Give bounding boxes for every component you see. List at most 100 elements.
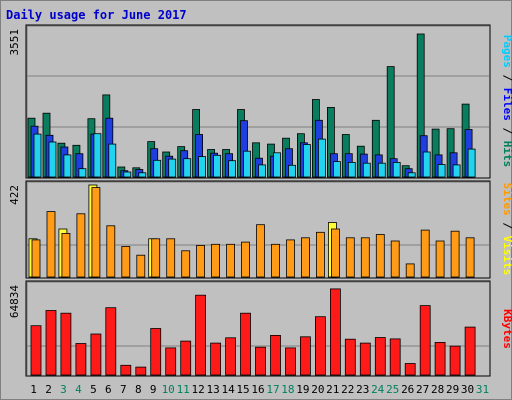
bar-kbytes-day-20 xyxy=(314,316,326,376)
bar-pages-day-18 xyxy=(288,164,296,178)
bar-sites-day-27 xyxy=(420,229,430,278)
bar-pages-day-14 xyxy=(228,160,237,178)
x-tick-label: 8 xyxy=(135,383,142,396)
x-tick-label: 22 xyxy=(341,383,354,396)
bar-pages-day-12 xyxy=(198,156,207,178)
legend-kbytes: KBytes xyxy=(501,309,512,349)
legend-separator: / xyxy=(501,121,512,141)
bar-kbytes-day-28 xyxy=(434,341,446,376)
bar-kbytes-day-17 xyxy=(270,334,281,376)
bar-pages-day-7 xyxy=(123,171,132,178)
x-tick-label: 25 xyxy=(386,383,399,396)
bar-sites-day-22 xyxy=(345,237,355,278)
bar-kbytes-day-30 xyxy=(464,326,476,376)
bar-sites-day-14 xyxy=(226,243,236,278)
legend-entry-files: Files xyxy=(501,88,512,121)
x-tick-label: 5 xyxy=(90,383,97,396)
bar-pages-day-11 xyxy=(183,158,192,178)
bar-sites-day-10 xyxy=(166,238,176,278)
bar-pages-day-13 xyxy=(213,154,222,178)
legend-entry-kbytes: KBytes xyxy=(501,309,512,349)
bar-kbytes-day-4 xyxy=(75,343,87,376)
bar-pages-day-2 xyxy=(48,141,57,178)
legend-separator: / xyxy=(501,68,512,88)
bar-kbytes-day-22 xyxy=(344,338,356,376)
bar-sites-day-30 xyxy=(465,237,475,278)
chart-title: Daily usage for June 2017 xyxy=(6,8,187,22)
bar-sites-day-26 xyxy=(405,263,415,278)
x-tick-label: 28 xyxy=(431,383,444,396)
bar-sites-day-11 xyxy=(181,250,191,278)
bar-sites-day-28 xyxy=(435,240,445,278)
x-tick-label: 18 xyxy=(281,383,294,396)
x-tick-label: 13 xyxy=(206,383,219,396)
bar-pages-day-22 xyxy=(347,161,356,178)
bar-kbytes-day-7 xyxy=(120,364,132,376)
bar-kbytes-day-23 xyxy=(359,342,371,376)
bar-pages-day-29 xyxy=(452,164,461,178)
x-tick-label: 26 xyxy=(401,383,414,396)
legend-separator: / xyxy=(501,216,512,236)
bar-sites-day-23 xyxy=(360,237,370,278)
bar-sites-day-24 xyxy=(375,234,385,278)
legend-visits: Sites / Visits xyxy=(501,183,512,276)
bar-kbytes-day-25 xyxy=(389,338,401,376)
bar-pages-day-10 xyxy=(168,158,177,178)
bar-pages-day-16 xyxy=(258,164,266,178)
x-tick-label: 6 xyxy=(105,383,112,396)
bar-pages-day-23 xyxy=(362,162,371,178)
legend-entry-hits: Hits xyxy=(501,141,512,168)
x-tick-label: 31 xyxy=(476,383,489,396)
bar-pages-day-26 xyxy=(407,172,416,178)
bar-pages-day-4 xyxy=(78,168,87,178)
bar-kbytes-day-5 xyxy=(90,333,102,376)
bar-sites-day-9 xyxy=(151,238,161,278)
bar-sites-day-25 xyxy=(390,240,400,278)
bar-pages-day-6 xyxy=(108,143,117,178)
bar-sites-day-13 xyxy=(211,243,221,278)
bar-pages-day-5 xyxy=(93,133,102,178)
x-tick-label: 15 xyxy=(236,383,249,396)
bar-kbytes-day-14 xyxy=(225,337,237,376)
ymax-label: 64834 xyxy=(8,285,21,318)
panel-kbytes: 64834 KBytes xyxy=(8,280,512,377)
x-tick-label: 11 xyxy=(177,383,190,396)
x-tick-label: 4 xyxy=(75,383,82,396)
bar-sites-day-7 xyxy=(121,246,131,278)
x-tick-label: 21 xyxy=(326,383,339,396)
bar-pages-day-1 xyxy=(33,133,42,178)
x-tick-label: 1 xyxy=(30,383,37,396)
bar-sites-day-1 xyxy=(31,239,41,278)
bar-sites-day-4 xyxy=(76,213,86,278)
bar-sites-day-29 xyxy=(450,230,460,278)
bar-pages-day-25 xyxy=(392,161,401,178)
bar-sites-day-17 xyxy=(271,243,280,278)
bar-kbytes-day-8 xyxy=(135,366,147,376)
bar-pages-day-20 xyxy=(317,138,326,178)
bar-sites-day-8 xyxy=(136,254,146,278)
x-tick-label: 12 xyxy=(191,383,204,396)
bar-kbytes-day-2 xyxy=(45,310,57,376)
bar-sites-day-12 xyxy=(196,244,206,278)
x-tick-label: 10 xyxy=(162,383,175,396)
bar-sites-day-16 xyxy=(256,224,265,278)
panel-visits: 422 Sites / Visits xyxy=(8,180,512,279)
bar-kbytes-day-19 xyxy=(299,336,311,376)
bar-kbytes-day-1 xyxy=(30,325,42,376)
x-axis: 1 2 3 4 5 6 7 8 9 10 11 12 13 14 15 16 17 18 19 20 21 22 23 24 2… xyxy=(30,383,489,396)
bar-sites-day-3 xyxy=(61,232,71,278)
bar-kbytes-day-21 xyxy=(329,288,341,376)
x-tick-label: 29 xyxy=(446,383,459,396)
bar-pages-day-15 xyxy=(243,150,251,178)
bar-kbytes-day-27 xyxy=(419,305,431,376)
x-tick-label: 19 xyxy=(296,383,309,396)
bar-kbytes-day-11 xyxy=(180,340,192,376)
chart-panels: 3551 Pages / Files / Hits 422 Sites / Visit… xyxy=(8,24,512,377)
bar-kbytes-day-3 xyxy=(60,312,72,376)
bar-kbytes-day-18 xyxy=(285,347,296,376)
x-tick-label: 27 xyxy=(416,383,429,396)
bar-pages-day-17 xyxy=(273,152,281,178)
bar-pages-day-28 xyxy=(437,164,446,178)
ymax-label: 422 xyxy=(8,185,21,205)
